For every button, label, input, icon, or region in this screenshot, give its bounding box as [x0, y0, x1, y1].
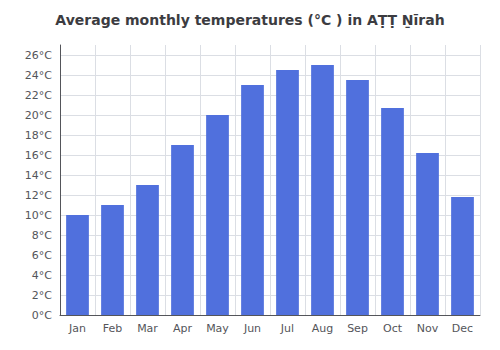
svg-text:18°C: 18°C — [25, 129, 52, 142]
svg-text:8°C: 8°C — [32, 229, 52, 242]
svg-text:2°C: 2°C — [32, 289, 52, 302]
svg-text:26°C: 26°C — [25, 49, 52, 62]
svg-text:22°C: 22°C — [25, 89, 52, 102]
svg-text:6°C: 6°C — [32, 249, 52, 262]
svg-text:Nov: Nov — [417, 322, 439, 335]
svg-text:24°C: 24°C — [25, 69, 52, 82]
svg-text:Feb: Feb — [103, 322, 122, 335]
svg-text:Aug: Aug — [312, 322, 333, 335]
svg-text:Jan: Jan — [68, 322, 86, 335]
svg-text:4°C: 4°C — [32, 269, 52, 282]
svg-text:12°C: 12°C — [25, 189, 52, 202]
svg-text:Average monthly temperatures (: Average monthly temperatures (°C ) in AṬ… — [55, 12, 444, 28]
svg-text:Jun: Jun — [243, 322, 261, 335]
svg-text:Apr: Apr — [173, 322, 193, 335]
svg-text:Mar: Mar — [137, 322, 158, 335]
svg-text:20°C: 20°C — [25, 109, 52, 122]
svg-text:Jul: Jul — [280, 322, 294, 335]
svg-text:May: May — [206, 322, 229, 335]
svg-text:Dec: Dec — [452, 322, 473, 335]
svg-text:14°C: 14°C — [25, 169, 52, 182]
svg-text:Sep: Sep — [347, 322, 368, 335]
svg-text:Oct: Oct — [383, 322, 403, 335]
svg-text:10°C: 10°C — [25, 209, 52, 222]
svg-text:16°C: 16°C — [25, 149, 52, 162]
svg-text:0°C: 0°C — [32, 309, 52, 322]
